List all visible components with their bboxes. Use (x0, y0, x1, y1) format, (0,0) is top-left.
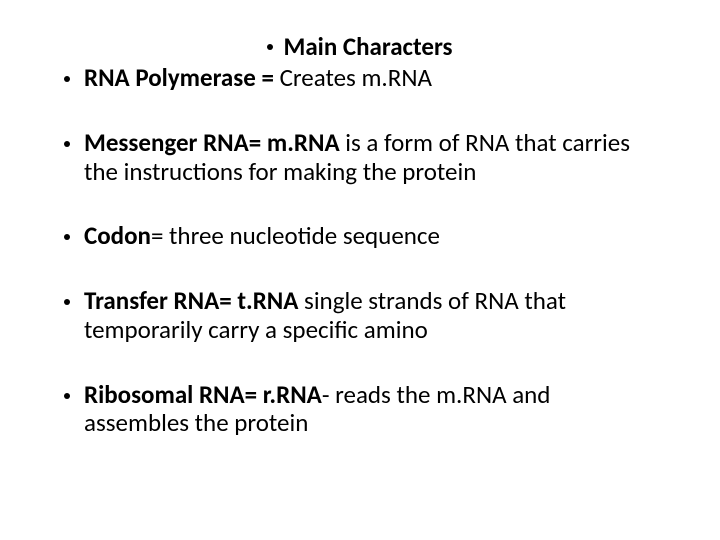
slide: Main Characters RNA Polymerase = Creates… (0, 0, 720, 540)
list-item-rest: Creates m.RNA (280, 62, 432, 93)
list-item-bold: Ribosomal RNA= r.RNA (84, 379, 322, 410)
bullet-list: RNA Polymerase = Creates m.RNA Messenger… (62, 64, 658, 438)
slide-title: Main Characters (283, 31, 452, 62)
list-item: Ribosomal RNA= r.RNA- reads the m.RNA an… (84, 381, 658, 439)
list-item: Transfer RNA= t.RNA single strands of RN… (84, 287, 658, 345)
list-item-bold: RNA Polymerase = (84, 62, 280, 93)
bullet-icon (267, 44, 273, 50)
list-item-bold: Messenger RNA= m.RNA (84, 127, 345, 158)
slide-title-line: Main Characters (62, 32, 658, 62)
list-item-bold: Codon (84, 220, 151, 251)
list-item-rest: = three nucleotide sequence (151, 220, 440, 251)
list-item: Messenger RNA= m.RNA is a form of RNA th… (84, 129, 658, 187)
list-item: Codon= three nucleotide sequence (84, 222, 658, 251)
list-item-bold: Transfer RNA= t.RNA (84, 285, 304, 316)
list-item: RNA Polymerase = Creates m.RNA (84, 64, 658, 93)
